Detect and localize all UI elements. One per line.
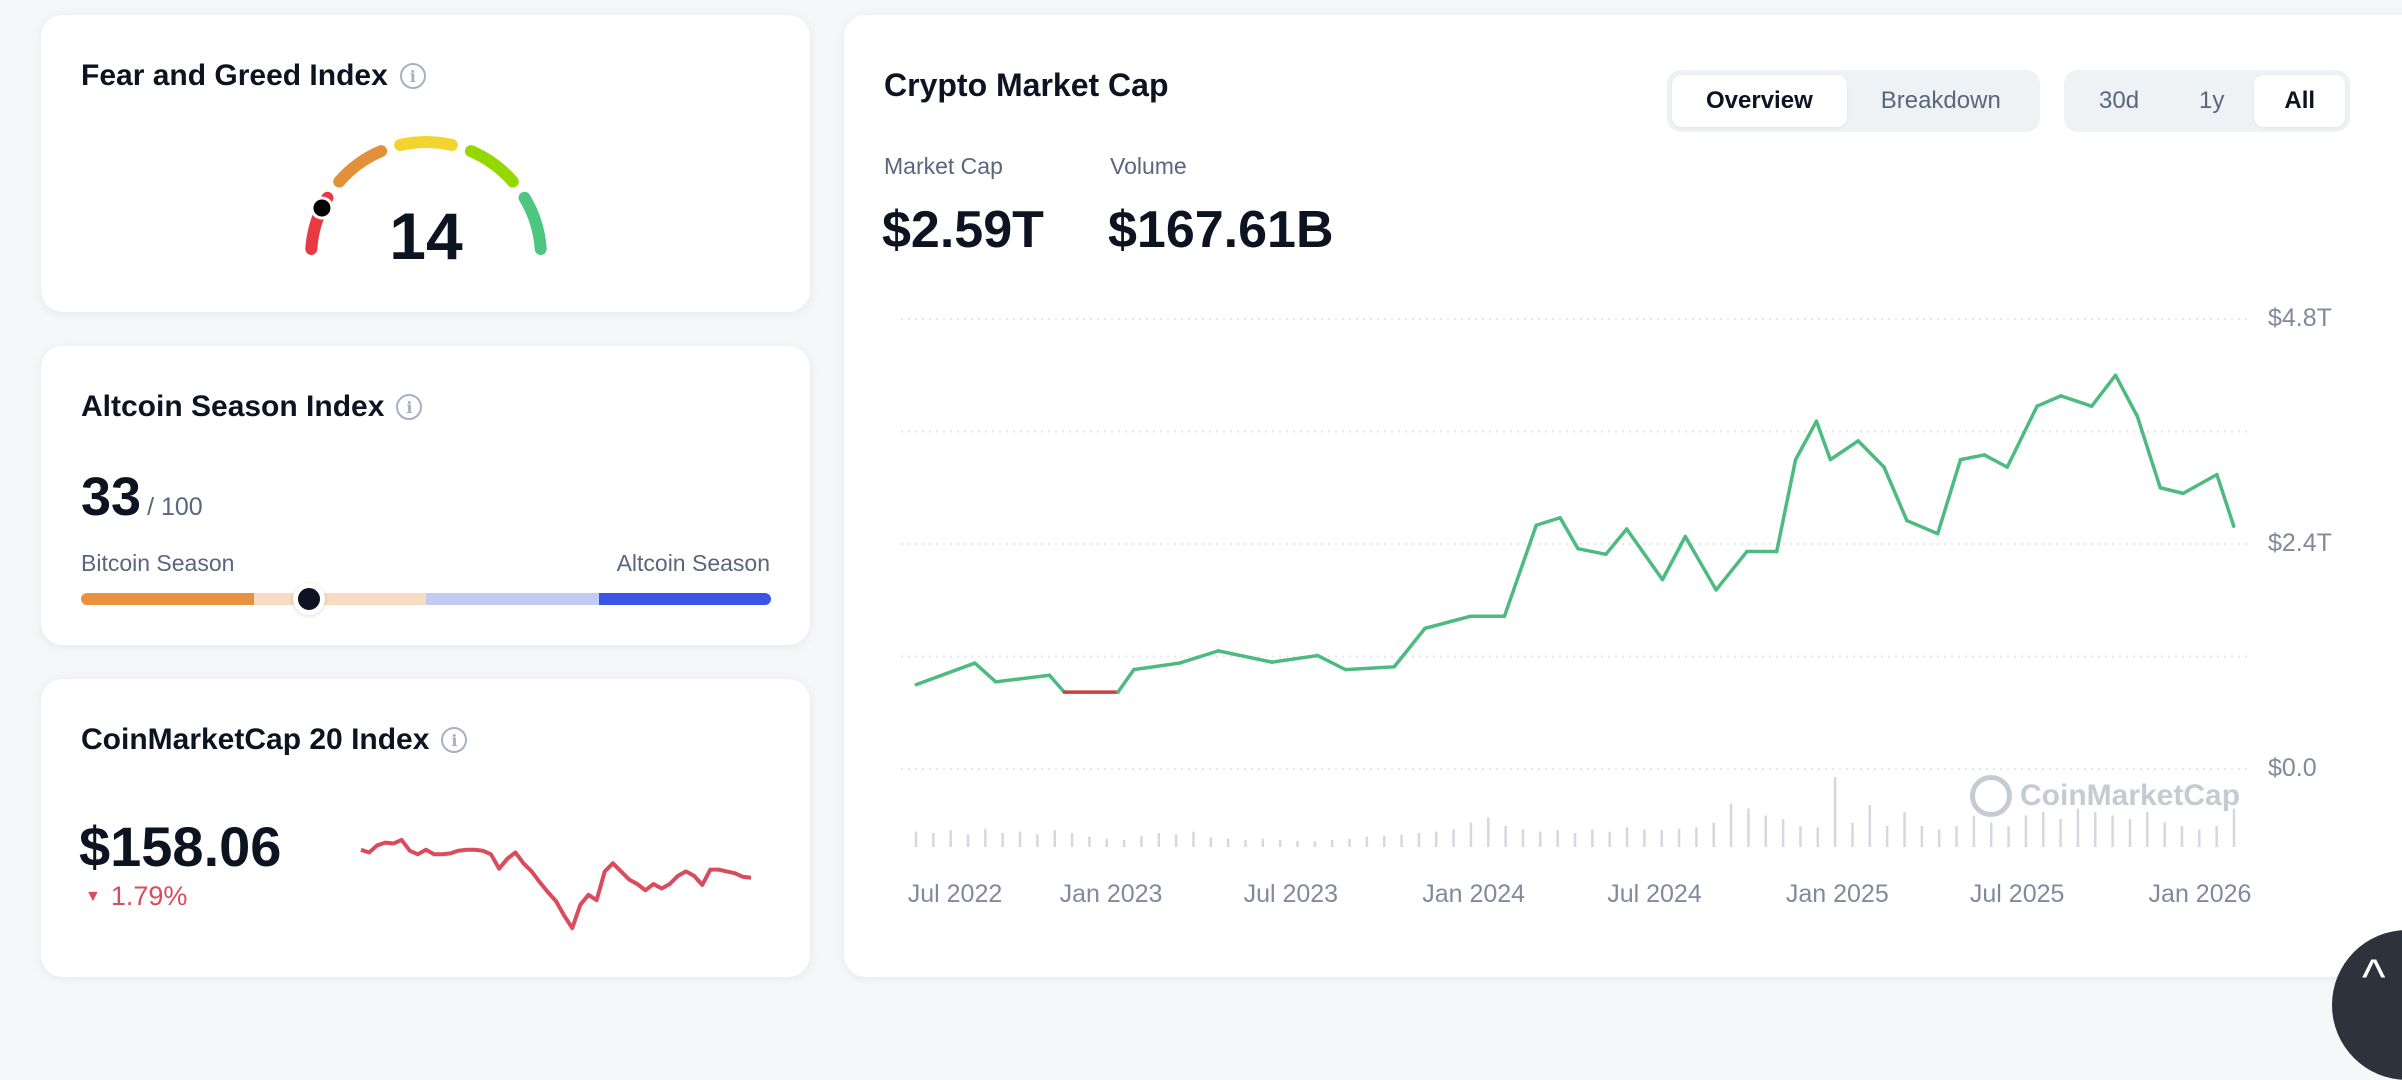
x-tick-label: Jan 2025 bbox=[1785, 880, 1889, 908]
range-1y[interactable]: 1y bbox=[2199, 87, 2225, 114]
gauge-segment bbox=[333, 145, 388, 188]
cmc20-title-text: CoinMarketCap 20 Index bbox=[81, 723, 430, 756]
altcoin-score: 33 / 100 bbox=[81, 466, 203, 528]
y-tick-label: $2.4T bbox=[2268, 529, 2332, 557]
market-cap-label: Market Cap bbox=[884, 153, 1003, 179]
altcoin-season-card: Altcoin Season Index i 33 / 100 Bitcoin … bbox=[41, 346, 810, 645]
altcoin-score-max: / 100 bbox=[147, 493, 203, 521]
cmc20-title: CoinMarketCap 20 Index i bbox=[81, 723, 468, 757]
x-tick-label: Jul 2023 bbox=[1243, 880, 1339, 908]
y-tick-label: $0.0 bbox=[2268, 754, 2317, 782]
info-icon[interactable]: i bbox=[396, 394, 423, 420]
tab-overview[interactable]: Overview bbox=[1672, 75, 1847, 127]
cmc20-card: CoinMarketCap 20 Index i $158.06 ▼ 1.79% bbox=[41, 679, 810, 977]
coinmarketcap-logo-icon bbox=[1970, 775, 2012, 817]
bitcoin-season-label: Bitcoin Season bbox=[81, 550, 235, 576]
x-tick-label: Jan 2023 bbox=[1059, 880, 1163, 908]
tab-breakdown[interactable]: Breakdown bbox=[1880, 87, 2001, 114]
x-tick-label: Jul 2022 bbox=[907, 880, 1003, 908]
gauge-segment bbox=[464, 145, 519, 188]
cmc20-change-value: 1.79% bbox=[110, 881, 188, 911]
altcoin-season-title-text: Altcoin Season Index bbox=[81, 390, 385, 423]
range-30d[interactable]: 30d bbox=[2099, 87, 2140, 114]
info-icon[interactable]: i bbox=[399, 63, 426, 89]
gauge-indicator bbox=[310, 196, 334, 220]
x-tick-label: Jul 2024 bbox=[1607, 880, 1702, 908]
fear-greed-title-text: Fear and Greed Index bbox=[81, 59, 388, 92]
cmc20-value: $158.06 bbox=[79, 815, 282, 878]
x-tick-label: Jul 2025 bbox=[1969, 880, 2065, 908]
view-toggle: Overview Breakdown bbox=[1667, 70, 2040, 132]
season-bar-segment bbox=[81, 593, 254, 605]
fear-greed-value: 14 bbox=[389, 199, 463, 273]
altcoin-season-bar bbox=[81, 593, 771, 605]
triangle-down-icon: ▼ bbox=[85, 887, 101, 905]
gauge-segment bbox=[394, 136, 458, 151]
gauge-segment bbox=[518, 191, 547, 255]
range-toggle: 30d 1y All bbox=[2064, 70, 2351, 132]
volume-value: $167.61B bbox=[1108, 201, 1334, 259]
altcoin-season-label: Altcoin Season bbox=[616, 550, 770, 576]
market-cap-card: Crypto Market Cap Overview Breakdown 30d… bbox=[844, 15, 2402, 977]
market-cap-value: $2.59T bbox=[882, 201, 1044, 259]
watermark: CoinMarketCap bbox=[1970, 775, 2240, 817]
altcoin-season-marker bbox=[292, 583, 325, 615]
watermark-text: CoinMarketCap bbox=[2020, 779, 2241, 812]
sparkline-line bbox=[360, 837, 752, 931]
fear-greed-gauge bbox=[305, 136, 547, 255]
cmc20-change: ▼ 1.79% bbox=[85, 881, 187, 912]
x-tick-label: Jan 2026 bbox=[2148, 880, 2252, 908]
range-all[interactable]: All bbox=[2254, 75, 2346, 127]
x-tick-label: Jan 2024 bbox=[1422, 880, 1526, 908]
season-bar-segment bbox=[598, 593, 771, 605]
market-cap-title: Crypto Market Cap bbox=[884, 67, 1169, 103]
fear-greed-title: Fear and Greed Index i bbox=[81, 59, 426, 93]
altcoin-score-value: 33 bbox=[81, 467, 142, 527]
y-tick-label: $4.8T bbox=[2268, 304, 2332, 332]
season-bar-segment bbox=[426, 593, 599, 605]
altcoin-season-title: Altcoin Season Index i bbox=[81, 390, 423, 424]
fear-greed-card: Fear and Greed Index i 14 bbox=[41, 15, 810, 312]
cmc20-sparkline bbox=[360, 837, 752, 931]
season-bar-segment bbox=[253, 593, 426, 605]
info-icon[interactable]: i bbox=[441, 727, 468, 753]
volume-label: Volume bbox=[1110, 153, 1187, 179]
chevron-up-icon: ^ bbox=[2362, 949, 2386, 1005]
